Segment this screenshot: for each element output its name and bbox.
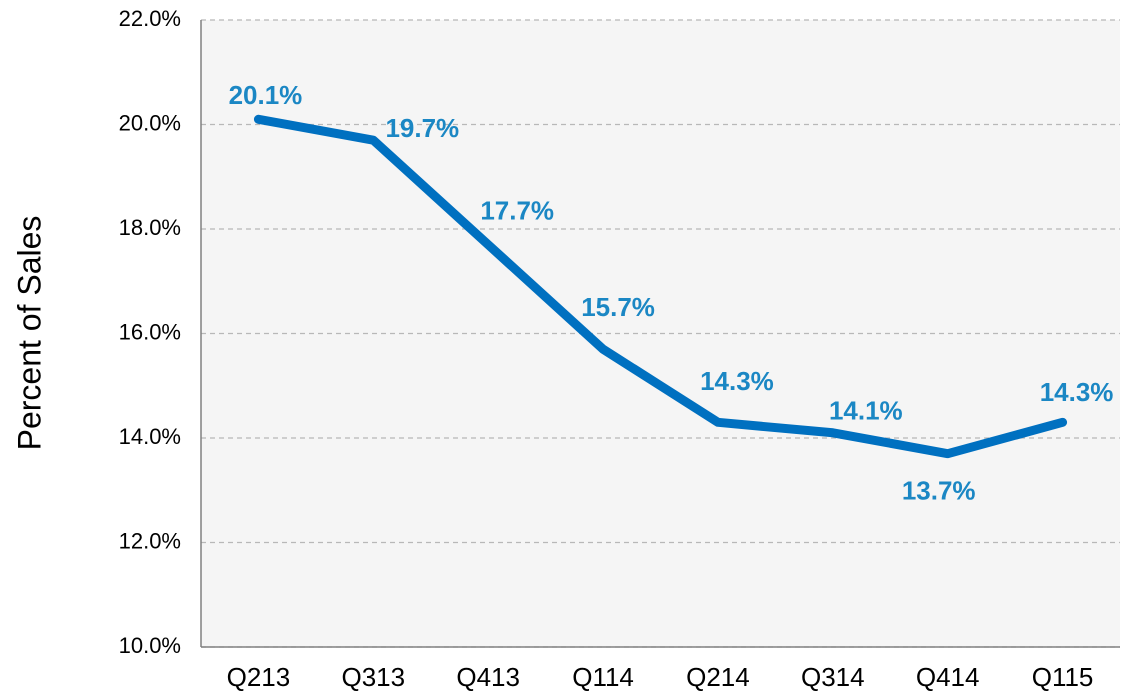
line — [253, 114, 1068, 459]
x-tick-label: Q414 — [916, 662, 980, 692]
x-tick-label: Q313 — [342, 662, 406, 692]
data-label: 19.7% — [385, 113, 459, 143]
y-axis-label: Percent of Sales — [11, 216, 47, 451]
y-tick-label: 14.0% — [119, 424, 181, 449]
y-tick-label: 22.0% — [119, 6, 181, 31]
x-tick-label: Q213 — [227, 662, 291, 692]
x-tick-label: Q413 — [456, 662, 520, 692]
y-tick-label: 16.0% — [119, 319, 181, 344]
data-label: 14.3% — [700, 366, 774, 396]
data-label: 20.1% — [229, 80, 303, 110]
x-tick-label: Q114 — [572, 662, 634, 692]
x-tick-label: Q214 — [686, 662, 750, 692]
y-tick-label: 12.0% — [119, 528, 181, 553]
y-tick-label: 10.0% — [119, 633, 181, 658]
data-label: 13.7% — [902, 476, 976, 506]
data-label: 14.1% — [829, 396, 903, 426]
data-label: 17.7% — [480, 196, 554, 226]
data-label: 15.7% — [581, 292, 655, 322]
x-tick-label: Q314 — [801, 662, 865, 692]
y-tick-label: 20.0% — [119, 110, 181, 135]
data-label: 14.3% — [1040, 377, 1114, 407]
x-tick-label: Q115 — [1032, 662, 1094, 692]
y-tick-label: 18.0% — [119, 215, 181, 240]
